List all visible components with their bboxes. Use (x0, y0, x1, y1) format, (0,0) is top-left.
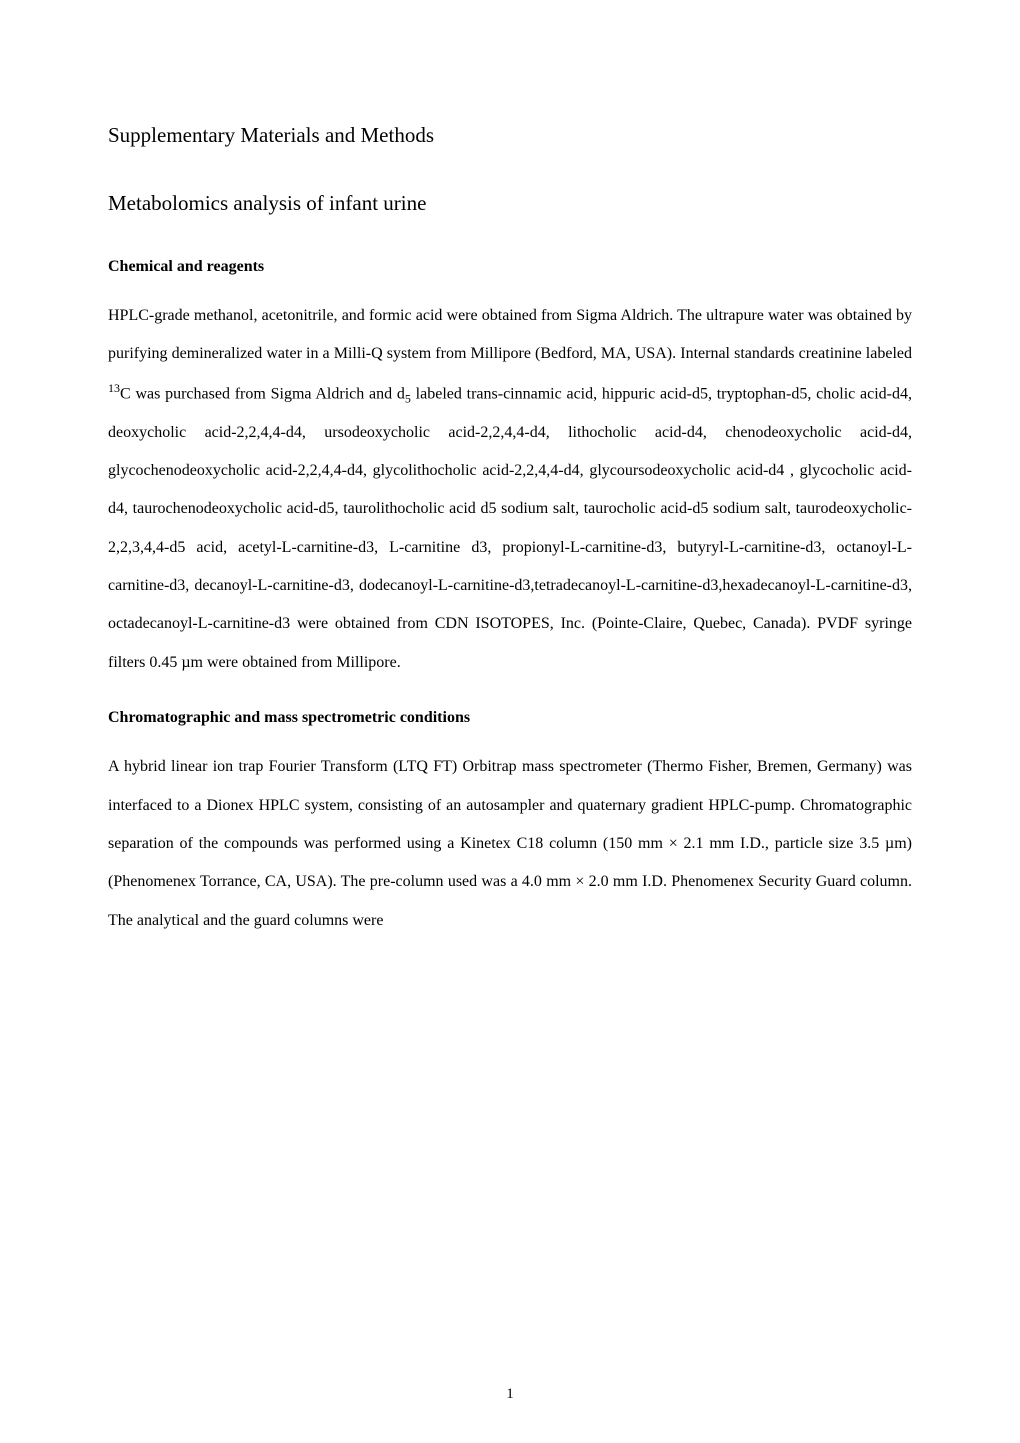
subsection-1-title: Chemical and reagents (108, 255, 912, 279)
body-text-span: C was purchased from Sigma Aldrich and d (120, 385, 405, 402)
section-title: Metabolomics analysis of infant urine (108, 188, 912, 220)
document-title: Supplementary Materials and Methods (108, 120, 912, 152)
subsection-2-paragraph: A hybrid linear ion trap Fourier Transfo… (108, 748, 912, 940)
subsection-2-title: Chromatographic and mass spectrometric c… (108, 706, 912, 730)
body-text-span: HPLC-grade methanol, acetonitrile, and f… (108, 307, 912, 362)
page-number: 1 (0, 1386, 1020, 1403)
subsection-1-paragraph: HPLC-grade methanol, acetonitrile, and f… (108, 297, 912, 682)
body-text-span: labeled trans-cinnamic acid, hippuric ac… (108, 385, 912, 671)
superscript-13: 13 (108, 381, 120, 395)
